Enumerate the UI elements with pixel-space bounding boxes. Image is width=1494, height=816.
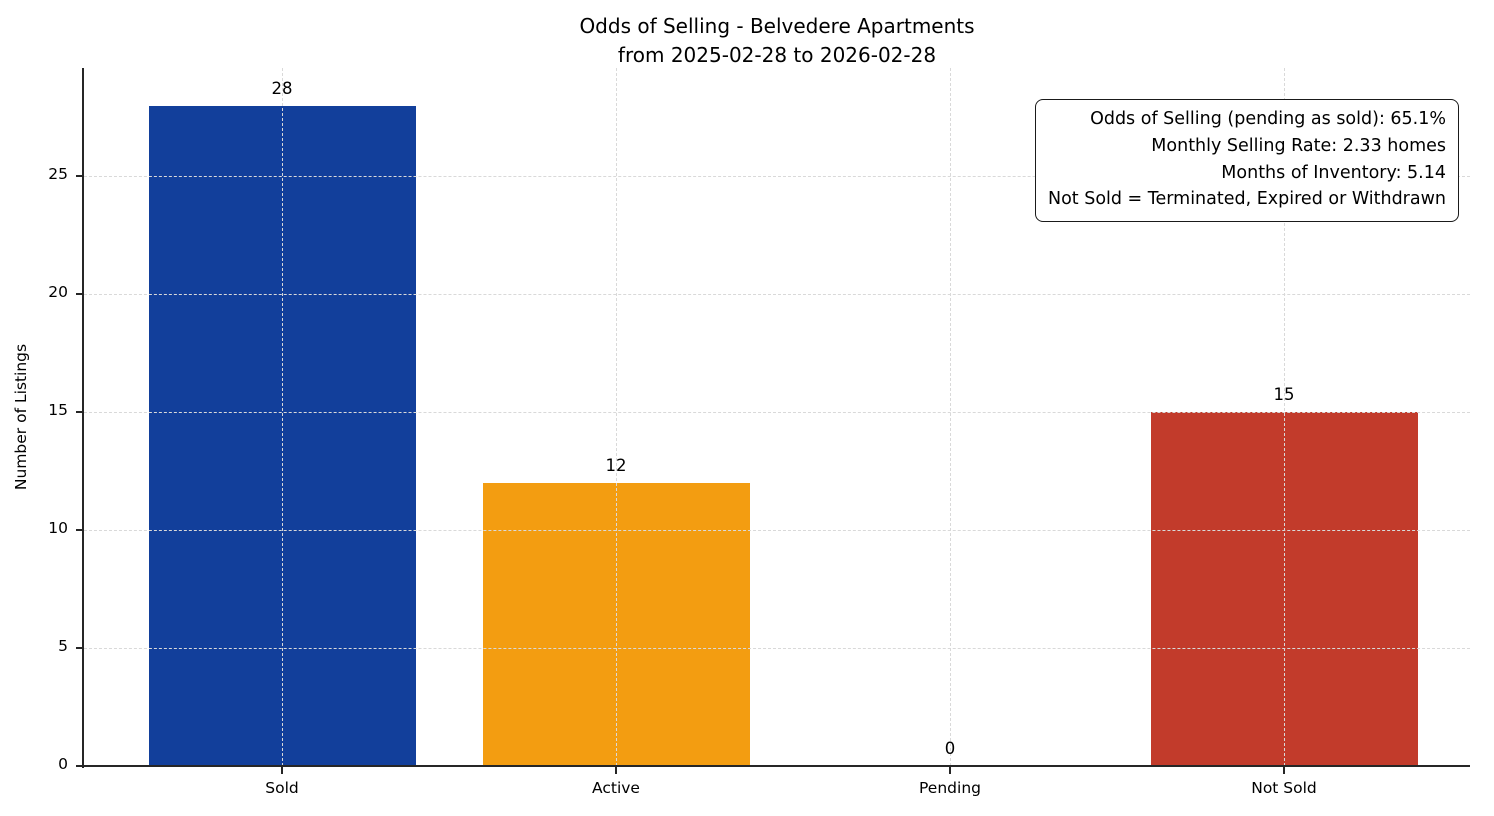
gridline-horizontal	[84, 175, 1470, 177]
y-tick-mark	[76, 529, 84, 532]
x-tick-label: Active	[592, 779, 640, 797]
y-tick-label: 0	[58, 755, 68, 773]
y-axis-line	[82, 68, 84, 768]
gridline-horizontal	[84, 411, 1470, 413]
gridline-horizontal	[84, 293, 1470, 295]
bar-value-label: 12	[605, 456, 627, 476]
y-tick-label: 20	[48, 283, 68, 302]
y-tick-mark	[76, 175, 84, 178]
x-tick-mark	[615, 766, 617, 774]
y-tick-label: 15	[48, 401, 68, 420]
bar-value-label: 0	[944, 739, 956, 758]
y-tick-mark	[76, 647, 84, 650]
chart-title-block: Odds of Selling - Belvedere Apartments f…	[84, 12, 1470, 70]
y-tick-mark	[76, 293, 84, 296]
annotation-line-selling-rate: Monthly Selling Rate: 2.33 homes	[1151, 135, 1446, 156]
gridline-vertical	[615, 68, 617, 766]
chart-subtitle: from 2025-02-28 to 2026-02-28	[617, 43, 937, 67]
gridline-horizontal	[84, 529, 1470, 531]
y-tick-mark	[76, 765, 84, 767]
x-tick-label: Not Sold	[1251, 779, 1317, 797]
x-tick-mark	[281, 766, 283, 774]
chart-title: Odds of Selling - Belvedere Apartments	[579, 14, 975, 38]
bar-value-label: 28	[271, 78, 293, 98]
stats-annotation-box: Odds of Selling (pending as sold): 65.1%…	[1034, 99, 1459, 223]
x-tick-label: Pending	[919, 779, 981, 797]
gridline-vertical	[1283, 68, 1285, 766]
gridline-vertical	[949, 68, 951, 766]
annotation-line-not-sold-note: Not Sold = Terminated, Expired or Withdr…	[1047, 189, 1446, 210]
gridline-vertical	[281, 68, 283, 766]
bar-value-label: 15	[1273, 385, 1295, 405]
x-tick-mark	[949, 766, 951, 774]
y-tick-label: 5	[58, 637, 68, 656]
annotation-line-inventory: Months of Inventory: 5.14	[1221, 162, 1446, 183]
x-tick-label: Sold	[265, 779, 299, 797]
x-axis-line	[82, 765, 1470, 767]
gridline-horizontal	[84, 647, 1470, 649]
y-tick-mark	[76, 411, 84, 414]
y-tick-label: 25	[48, 165, 68, 184]
x-tick-mark	[1283, 766, 1285, 774]
y-tick-label: 10	[48, 519, 68, 538]
annotation-line-odds: Odds of Selling (pending as sold): 65.1%	[1090, 109, 1446, 129]
